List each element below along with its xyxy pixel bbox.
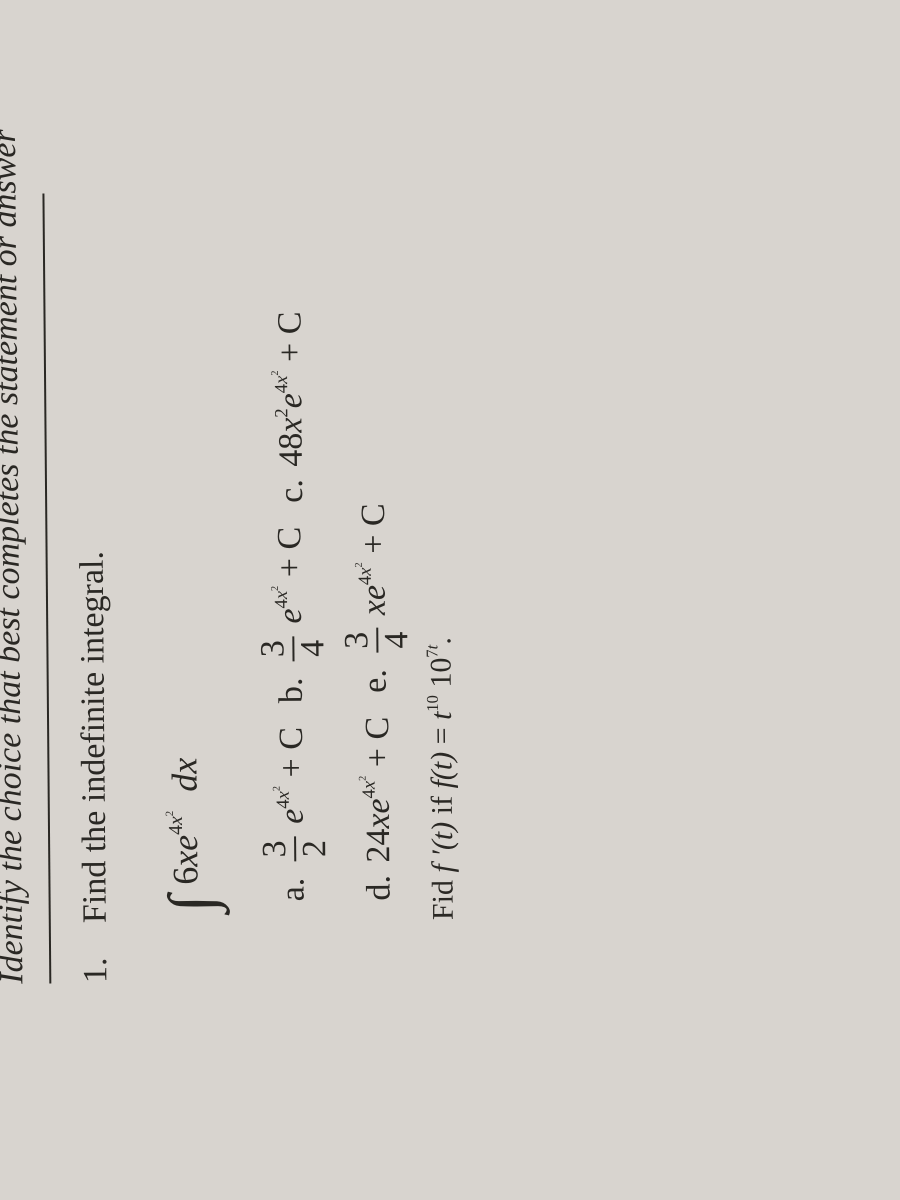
next-question-fragment: Fid f ′(t) if f(t) = t10 107t. [420,190,460,920]
label-a: a. [274,878,311,902]
integral-body: 6xe4x2 dx [164,758,205,885]
lead-p: 2 [271,408,292,418]
frac-e: 3 4 [340,627,414,653]
sev-t: t [423,645,442,650]
tail: + C [355,503,393,562]
p: 2 [272,786,283,791]
mid-v: x [356,600,393,615]
v: x [271,591,292,599]
exp-var: x [165,816,187,825]
lead-v: x [272,417,309,432]
lead-v: x [360,813,397,828]
fprime: f ′(t) [426,822,459,873]
frac-a: 3 2 [258,836,332,862]
c: 4 [272,799,293,809]
v: x [271,376,292,384]
den: 4 [380,627,414,652]
v: x [272,791,293,799]
exp: 4x2 [354,562,375,585]
e: e [165,835,205,851]
frac-b: 3 4 [256,636,330,662]
tail: + C [273,727,311,786]
e: e [356,585,393,600]
lead-c: 48 [272,433,309,467]
question-number: 1. [77,923,116,983]
dx: dx [164,758,204,792]
exp-pow: 2 [164,811,176,817]
p: 2 [270,586,281,591]
p: 2 [270,370,281,375]
e: e [272,393,309,408]
eq: = [425,720,458,752]
sev-v: 7 [423,649,442,657]
tail: + C [271,527,309,586]
frag-c: if [426,788,459,822]
dot: . [424,637,457,645]
choice-a: a. 3 2 e4x2 + C [257,727,333,902]
e: e [359,798,396,813]
question-prompt: Find the indefinite integral. [74,551,115,923]
p: 2 [354,562,365,567]
choice-d: d. 24xe4x2 + C [346,717,412,901]
num: 3 [258,836,292,861]
den: 2 [298,836,332,861]
v: x [358,781,379,789]
var-x: x [165,851,205,867]
exp: 4x2 [358,776,379,799]
e: e [272,608,309,623]
den: 4 [296,636,330,661]
c: 4 [271,599,292,609]
choice-e: e. 3 4 xe4x2 + C [339,503,415,693]
c: 4 [358,789,379,799]
question-line: 1. Find the indefinite integral. [70,193,115,983]
num: 3 [340,628,374,653]
integral-sign-icon: ∫ [155,894,229,912]
exponent: 4x2 [165,811,187,835]
choice-b: b. 3 4 e4x2 + C [255,526,331,703]
exp: 4x2 [272,786,293,809]
tail: + C [359,717,397,776]
tail: + C [271,311,309,370]
ft: f(t) [425,752,458,789]
c: 4 [354,576,375,586]
tv: t [425,711,458,720]
frag-b: d [426,872,459,895]
ten: 10 [425,657,458,695]
e: e [274,809,311,824]
num: 3 [256,636,290,661]
exp-coef: 4 [165,825,187,835]
label-d: d. [360,875,397,901]
v: x [354,567,375,575]
label-b: b. [272,677,309,703]
p: 2 [358,776,369,781]
choice-row-2: d. 24xe4x2 + C e. 3 4 xe4x2 + C [336,190,416,901]
section-subtitle: Identify the choice that best completes … [0,194,31,984]
exp: 4x2 [271,370,292,393]
integral-expression: ∫ 6xe4x2 dx [142,192,222,913]
choice-row-1: a. 3 2 e4x2 + C b. 3 4 e4x2 + C [252,191,332,902]
label-e: e. [356,669,393,693]
coef: 6 [165,867,205,885]
divider [42,194,51,984]
tp: 10 [423,695,442,712]
sev: 7t [423,645,442,658]
page-scan: Multiple Choice Identify the choice that… [0,145,900,1055]
choices-block: a. 3 2 e4x2 + C b. 3 4 e4x2 + C [252,190,416,901]
choice-c: c. 48x2e4x2 + C [258,311,324,503]
label-c: c. [273,479,310,503]
lead-c: 24 [360,828,397,862]
c: 4 [271,384,292,394]
exp: 4x2 [270,586,291,609]
frag-a: Fi [427,895,460,920]
